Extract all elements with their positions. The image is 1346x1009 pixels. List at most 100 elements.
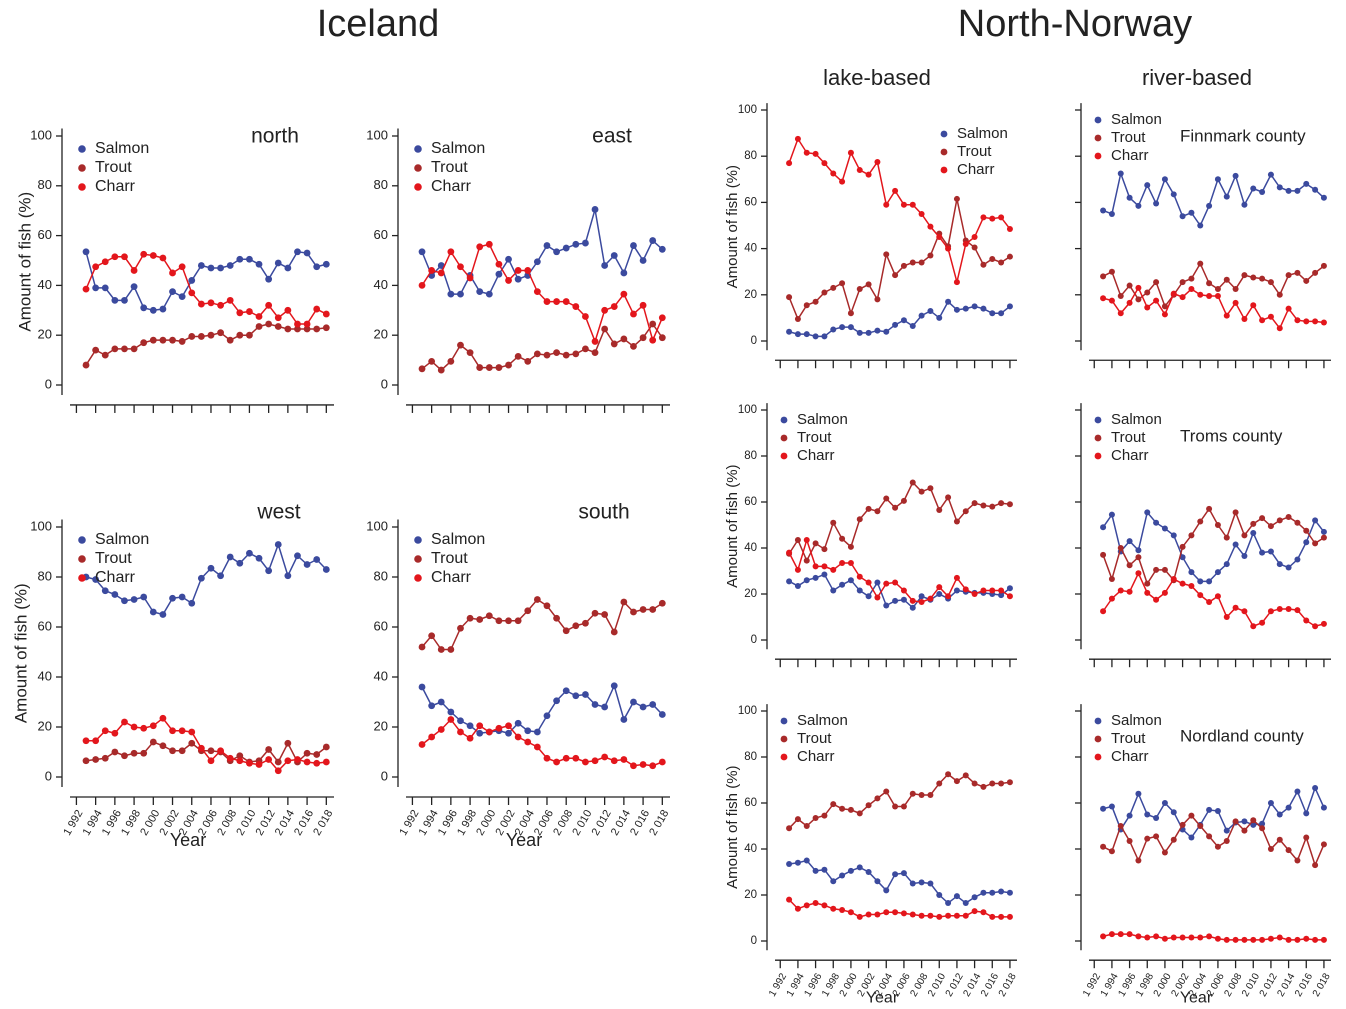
legend-marker — [780, 416, 788, 424]
data-point — [572, 754, 580, 762]
legend-marker — [1094, 134, 1102, 142]
data-point — [1223, 276, 1230, 283]
data-point — [1303, 318, 1310, 325]
data-point — [639, 301, 647, 309]
data-point — [953, 306, 960, 313]
data-point — [1100, 608, 1107, 615]
data-point — [953, 574, 960, 581]
data-point — [649, 606, 657, 613]
data-point — [1206, 292, 1213, 299]
data-point — [865, 911, 872, 918]
data-point — [1100, 551, 1107, 558]
data-point — [1108, 848, 1115, 855]
data-point — [130, 723, 138, 731]
data-point — [1259, 936, 1266, 943]
data-point — [1135, 554, 1142, 561]
data-point — [1006, 593, 1013, 600]
legend-marker — [78, 536, 86, 544]
data-point — [830, 326, 837, 333]
data-point — [1126, 588, 1133, 595]
y-tick-label: 20 — [374, 718, 388, 733]
data-point — [918, 791, 925, 798]
data-point — [1170, 934, 1177, 941]
data-point — [1006, 779, 1013, 786]
data-point — [217, 329, 224, 337]
legend-marker — [1094, 116, 1102, 124]
data-point — [207, 564, 215, 572]
data-point — [794, 582, 801, 589]
data-point — [1259, 549, 1266, 556]
data-point — [620, 269, 628, 277]
data-point — [178, 727, 186, 735]
data-point — [1126, 562, 1133, 569]
y-tick-label: 0 — [45, 376, 52, 391]
data-point — [303, 758, 311, 766]
data-point — [1144, 289, 1151, 296]
y-tick-label: 20 — [744, 889, 757, 901]
data-point — [1108, 268, 1115, 275]
data-point — [630, 310, 637, 318]
data-point — [111, 748, 119, 756]
data-point — [1294, 187, 1301, 194]
data-point — [830, 905, 837, 912]
data-point — [149, 336, 157, 344]
section-title: Iceland — [317, 3, 440, 45]
data-point — [159, 742, 167, 750]
data-point — [1285, 936, 1292, 943]
data-point — [1250, 530, 1257, 537]
data-point — [1241, 316, 1248, 323]
data-point — [1285, 272, 1292, 279]
data-point — [839, 805, 846, 812]
data-point — [197, 744, 205, 752]
data-point — [945, 593, 952, 600]
data-point — [865, 505, 872, 512]
data-point — [457, 341, 464, 349]
data-point — [874, 594, 881, 601]
data-point — [274, 541, 282, 548]
data-point — [1206, 933, 1213, 940]
data-point — [514, 719, 522, 727]
data-point — [812, 867, 819, 874]
data-point — [1161, 566, 1168, 573]
data-point — [101, 727, 109, 735]
data-point — [1135, 547, 1142, 554]
data-point — [313, 263, 321, 271]
data-point — [883, 495, 890, 502]
legend-marker — [780, 753, 788, 761]
data-point — [918, 879, 925, 886]
data-point — [457, 290, 464, 298]
data-point — [1312, 318, 1319, 325]
panel: 0 20 40 60 80 100 Amount of fish (%) SalmonTrou… — [724, 103, 1017, 369]
data-point — [971, 591, 978, 597]
data-point — [918, 259, 925, 266]
data-point — [466, 734, 474, 742]
data-point — [1294, 519, 1301, 526]
legend-marker — [78, 164, 86, 172]
data-point — [883, 887, 890, 894]
legend-marker — [940, 130, 948, 138]
data-point — [821, 333, 828, 340]
data-point — [1108, 595, 1115, 602]
data-point — [591, 349, 599, 357]
data-point — [1179, 580, 1186, 587]
data-point — [418, 365, 426, 373]
data-point — [786, 328, 793, 335]
data-point — [1108, 210, 1115, 217]
y-tick-label: 100 — [30, 518, 52, 533]
y-tick-label: 20 — [744, 289, 757, 301]
data-point — [962, 508, 969, 515]
data-point — [847, 149, 854, 156]
data-point — [1267, 935, 1274, 942]
data-point — [1223, 193, 1230, 200]
data-point — [495, 270, 503, 278]
data-point — [466, 274, 474, 282]
data-point — [1276, 325, 1283, 332]
data-point — [1320, 841, 1327, 848]
y-tick-label: 20 — [374, 327, 388, 342]
data-point — [953, 778, 960, 785]
legend-marker — [414, 164, 422, 172]
data-point — [1153, 279, 1160, 286]
data-point — [998, 888, 1005, 895]
x-tick-label: 2 018 — [1311, 971, 1333, 999]
data-point — [130, 283, 138, 291]
